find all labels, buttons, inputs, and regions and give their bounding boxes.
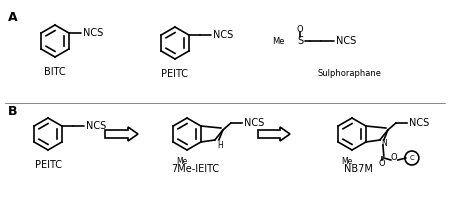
Text: O: O [378,159,385,169]
Text: Me: Me [342,157,353,166]
Text: S: S [297,36,303,46]
Text: NCS: NCS [83,28,103,38]
Text: C: C [410,155,414,161]
Text: N: N [381,139,387,149]
Text: BITC: BITC [44,67,66,77]
Text: PEITC: PEITC [35,160,62,170]
Text: Me: Me [273,36,285,46]
Text: NCS: NCS [336,36,356,46]
Text: 7Me-IEITC: 7Me-IEITC [171,164,219,174]
Text: O: O [391,153,397,163]
Text: NCS: NCS [244,118,264,128]
Text: Sulphoraphane: Sulphoraphane [318,69,382,78]
Text: NB7M: NB7M [343,164,373,174]
Text: NCS: NCS [213,30,233,40]
Text: A: A [8,11,18,24]
Text: Me: Me [176,157,188,166]
Text: NCS: NCS [409,118,429,128]
Text: H: H [217,140,223,150]
Text: B: B [8,105,18,118]
Text: PEITC: PEITC [162,69,189,79]
FancyArrow shape [105,127,138,141]
Text: NCS: NCS [86,121,106,131]
Text: O: O [297,25,303,34]
FancyArrow shape [258,127,290,141]
